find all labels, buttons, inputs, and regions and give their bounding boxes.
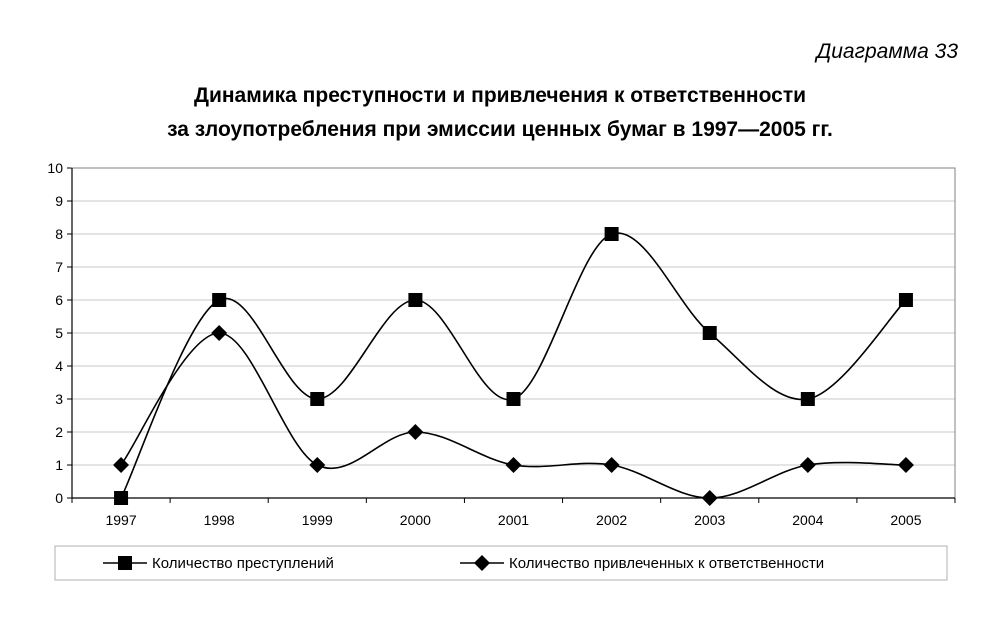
y-tick-label: 1 <box>55 457 63 473</box>
legend-marker-2 <box>474 555 490 571</box>
series-1-point-2005 <box>898 293 913 307</box>
diagram-number: Диаграмма 33 <box>816 40 958 63</box>
x-tick-label-1999: 1999 <box>302 512 333 528</box>
x-tick-label-1997: 1997 <box>105 512 136 528</box>
chart-title-line-1: Динамика преступности и привлечения к от… <box>193 84 807 107</box>
y-tick-label: 5 <box>55 325 63 341</box>
series-2-point-1998 <box>211 325 228 341</box>
series-1-line <box>120 232 907 499</box>
legend-label-2: Количество привлеченных к ответственност… <box>509 555 824 572</box>
axes <box>67 167 956 503</box>
y-axis-tick-labels: 0 1 2 3 4 5 6 7 8 9 10 <box>47 160 63 506</box>
series-1-point-2000 <box>408 293 423 307</box>
series-1-point-2002 <box>604 227 619 241</box>
y-tick-label: 3 <box>55 391 63 407</box>
x-tick-label-2001: 2001 <box>498 512 529 528</box>
series-1 <box>114 227 913 505</box>
x-tick-label-1998: 1998 <box>204 512 235 528</box>
legend: Количество преступлений Количество привле… <box>54 545 948 581</box>
y-tick-label: 6 <box>55 292 63 308</box>
series-group <box>113 227 914 506</box>
series-1-point-2001 <box>506 392 521 406</box>
series-1-point-1997 <box>114 491 129 505</box>
x-tick-label-2002: 2002 <box>596 512 627 528</box>
y-tick-label: 9 <box>55 193 63 209</box>
series-2 <box>113 325 914 506</box>
series-1-point-2004 <box>800 392 815 406</box>
chart-title-line-2: за злоупотребления при эмиссии ценных бу… <box>167 118 833 141</box>
y-tick-label: 8 <box>55 226 63 242</box>
series-2-point-2000 <box>407 424 424 440</box>
series-2-point-2005 <box>897 457 914 473</box>
y-tick-label: 0 <box>55 490 63 506</box>
series-2-point-2001 <box>505 457 522 473</box>
x-tick-label-2004: 2004 <box>792 512 823 528</box>
series-2-point-2002 <box>603 457 620 473</box>
series-1-point-1999 <box>310 392 325 406</box>
series-2-point-2004 <box>799 457 816 473</box>
x-tick-label-2000: 2000 <box>400 512 431 528</box>
series-2-line <box>120 332 906 499</box>
x-axis-tick-labels: 1997 1998 1999 2000 2001 2002 2003 2004 2005 <box>105 512 921 528</box>
legend-marker-1 <box>118 556 132 570</box>
series-1-point-2003 <box>702 326 717 340</box>
y-tick-label: 4 <box>55 358 63 374</box>
y-tick-label: 10 <box>47 160 63 176</box>
series-1-point-1998 <box>212 293 227 307</box>
y-tick-label: 7 <box>55 259 63 275</box>
x-tick-label-2003: 2003 <box>694 512 725 528</box>
legend-label-1: Количество преступлений <box>152 555 334 572</box>
x-tick-label-2005: 2005 <box>890 512 921 528</box>
gridlines <box>72 167 955 466</box>
legend-box <box>54 545 948 581</box>
series-2-point-2003 <box>701 490 718 506</box>
series-2-point-1999 <box>309 457 326 473</box>
y-tick-label: 2 <box>55 424 63 440</box>
series-2-point-1997 <box>113 457 130 473</box>
